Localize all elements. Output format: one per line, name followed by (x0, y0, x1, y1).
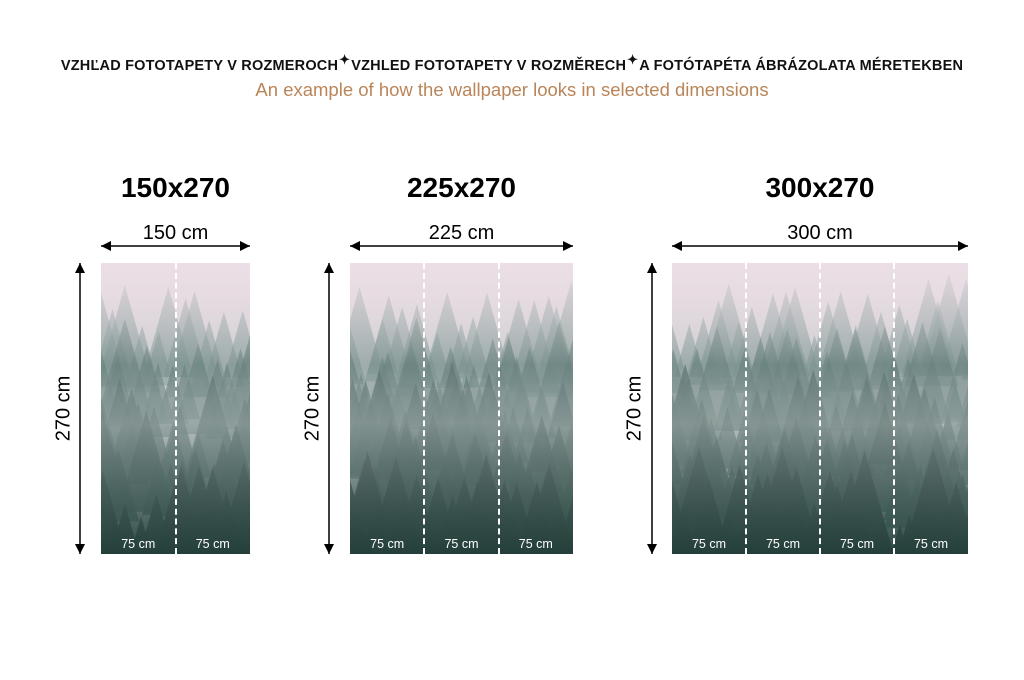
strip-width-label: 75 cm (839, 537, 875, 551)
strip-divider (174, 263, 177, 554)
height-label: 270 cm (623, 375, 646, 441)
height-arrow (75, 263, 85, 554)
height-arrow (647, 263, 657, 554)
subtitle: An example of how the wallpaper looks in… (255, 79, 769, 100)
wallpaper-preview-image: 75 cm 75 cm 75 cm (350, 263, 573, 554)
width-arrow (350, 241, 573, 251)
height-arrow (324, 263, 334, 554)
strip-width-label: 75 cm (195, 537, 230, 551)
height-label: 270 cm (52, 375, 75, 441)
title-sk: VZHĽAD FOTOTAPETY V ROZMEROCH (60, 58, 339, 74)
width-label: 225 cm (428, 222, 495, 244)
title-hu: A FOTÓTAPÉTA ÁBRÁZOLATA MÉRETEKBEN (639, 58, 964, 74)
width-label: 300 cm (787, 222, 853, 244)
strip-width-label: 75 cm (518, 537, 553, 551)
strip-divider (819, 263, 821, 554)
strip-width-label: 75 cm (121, 537, 156, 551)
width-arrow (672, 241, 968, 251)
size-title: 150x270 (120, 172, 230, 203)
strip-width-label: 75 cm (370, 537, 405, 551)
strip-width-label: 75 cm (913, 537, 949, 551)
size-title: 300x270 (765, 172, 875, 203)
title-cz: VZHLED FOTOTAPETY V ROZMĚRECH (351, 58, 627, 74)
size-title: 225x270 (406, 172, 516, 203)
strip-divider (423, 263, 426, 554)
width-arrow (101, 241, 250, 251)
strip-divider (745, 263, 747, 554)
strip-divider (893, 263, 895, 554)
multilingual-title: VZHĽAD FOTOTAPETY V ROZMEROCH✦VZHLED FOT… (0, 52, 1024, 74)
height-label: 270 cm (301, 375, 324, 441)
strip-divider (497, 263, 500, 554)
width-label: 150 cm (142, 222, 209, 244)
strip-width-label: 75 cm (691, 537, 727, 551)
wallpaper-preview-image: 75 cm 75 cm 75 cm 75 cm (672, 263, 968, 554)
wallpaper-preview-image: 75 cm 75 cm (101, 263, 250, 554)
strip-width-label: 75 cm (765, 537, 801, 551)
sparkle-icon: ✦ (339, 52, 351, 67)
sparkle-icon: ✦ (627, 52, 639, 67)
strip-width-label: 75 cm (444, 537, 479, 551)
